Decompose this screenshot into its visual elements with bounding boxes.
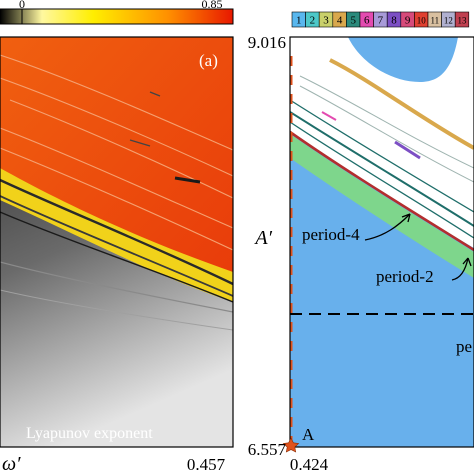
lyapunov-annotation: Lyapunov exponent [26,425,153,442]
chaotic-region [0,37,233,300]
orbit-lines [290,58,474,239]
legend-label-11: 11 [430,16,439,26]
legend-label-13: 13 [458,16,468,26]
annotation-pe: pe [456,337,472,356]
colorbar-a: 0 0.85 [0,0,234,25]
period4-line [290,130,474,252]
x-tick-a: 0.457 [187,455,226,474]
y-tick-top: 9.016 [248,33,286,52]
legend-label-7: 7 [378,15,384,27]
bifurcation-map [290,37,474,447]
colorbar-a-tick-min: 0 [19,0,25,11]
y-axis-label-b: A′ [253,227,272,249]
annotation-period-2: period-2 [376,267,434,286]
yellow-band [0,168,233,302]
legend-label-3: 3 [323,15,329,27]
legend-label-1: 1 [296,15,302,27]
colorbar-a-bar [0,8,234,25]
period-legend: 1 2 3 4 5 6 7 8 9 10 11 12 13 [291,11,470,28]
ridge-lines [0,54,233,331]
legend-label-10: 10 [417,16,427,26]
legend-label-8: 8 [391,15,397,27]
panel-a-frame [0,36,234,448]
chaotic-scatter-region [290,37,474,248]
arrow-period-2 [451,257,469,281]
point-a-label: A [302,425,315,444]
annotation-period-4: period-4 [302,225,360,244]
legend-label-12: 12 [444,16,453,26]
arrow-period-4 [364,213,411,241]
legend-label-4: 4 [337,15,343,27]
x-tick-b: 0.424 [290,455,329,474]
legend-swatch-13 [454,11,470,28]
panel-b-frame [289,36,474,448]
point-a-star [282,437,300,453]
period2-band [290,134,474,278]
legend-label-5: 5 [350,15,356,27]
arrows [364,213,472,281]
lyapunov-map [0,37,233,447]
legend-label-6: 6 [364,15,370,27]
legend-label-9: 9 [405,15,411,27]
y-tick-bottom: 6.557 [248,440,287,459]
x-axis-label-a: ω′ [2,453,21,474]
colorbar-a-tick-max: 0.85 [202,0,223,11]
panel-a-label: (a) [199,51,218,70]
legend-label-2: 2 [310,15,316,27]
period1-island [348,37,458,82]
